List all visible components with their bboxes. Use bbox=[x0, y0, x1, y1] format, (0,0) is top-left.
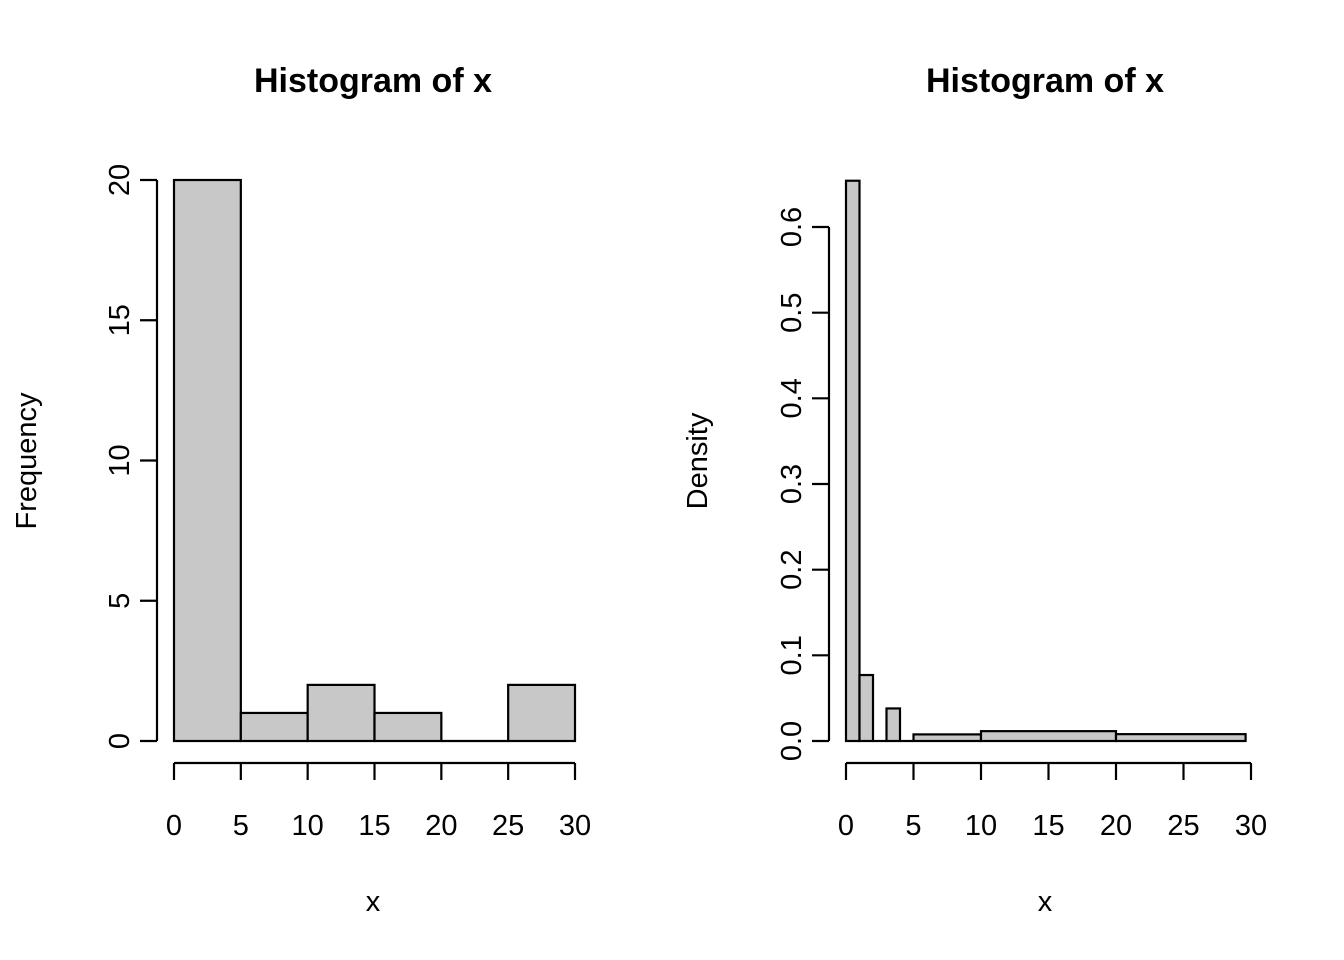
y-tick-label: 20 bbox=[104, 164, 136, 196]
x-axis-label: x bbox=[366, 886, 381, 918]
y-tick-label: 0.1 bbox=[776, 635, 808, 675]
x-tick-label: 25 bbox=[492, 810, 524, 842]
x-tick-label: 0 bbox=[838, 810, 854, 842]
x-tick-label: 20 bbox=[425, 810, 457, 842]
y-tick-label: 5 bbox=[104, 593, 136, 609]
x-tick-label: 20 bbox=[1100, 810, 1132, 842]
histogram-bars bbox=[172, 178, 577, 743]
y-tick-label: 15 bbox=[104, 304, 136, 336]
x-tick-label: 10 bbox=[292, 810, 324, 842]
y-tick-label: 0.5 bbox=[776, 293, 808, 333]
x-tick-label: 15 bbox=[358, 810, 390, 842]
histogram-bar bbox=[373, 711, 443, 743]
density-histogram-panel: Histogram of x 0.0 0.1 0.2 0.3 0.4 0.5 0.6 0 5 1… bbox=[682, 62, 1267, 918]
x-tick-label: 25 bbox=[1167, 810, 1199, 842]
y-axis-label: Density bbox=[682, 412, 714, 509]
x-axis: 0 5 10 15 20 25 30 bbox=[838, 761, 1267, 842]
histogram-bars bbox=[844, 179, 1247, 743]
y-axis: 0.0 0.1 0.2 0.3 0.4 0.5 0.6 bbox=[776, 207, 831, 761]
x-tick-label: 30 bbox=[559, 810, 591, 842]
x-tick-label: 5 bbox=[905, 810, 921, 842]
x-tick-label: 10 bbox=[965, 810, 997, 842]
y-tick-label: 0.3 bbox=[776, 464, 808, 504]
x-tick-label: 0 bbox=[166, 810, 182, 842]
histogram-bar bbox=[507, 683, 577, 743]
histogram-bar bbox=[858, 673, 875, 743]
histogram-bar bbox=[885, 707, 902, 743]
histogram-bar bbox=[306, 683, 376, 743]
chart-title: Histogram of x bbox=[254, 62, 492, 100]
x-tick-label: 15 bbox=[1032, 810, 1064, 842]
y-tick-label: 0.6 bbox=[776, 207, 808, 247]
histogram-bar bbox=[172, 178, 242, 743]
y-tick-label: 0.0 bbox=[776, 721, 808, 761]
y-tick-label: 10 bbox=[104, 444, 136, 476]
histogram-bar bbox=[844, 179, 861, 743]
y-axis: 0 5 10 15 20 bbox=[104, 164, 159, 749]
frequency-histogram-panel: Histogram of x 0 5 10 15 20 0 5 10 15 20 25 30 x F… bbox=[11, 62, 591, 918]
x-tick-label: 5 bbox=[233, 810, 249, 842]
histogram-bar bbox=[1114, 733, 1247, 743]
y-tick-label: 0.2 bbox=[776, 550, 808, 590]
chart-title: Histogram of x bbox=[926, 62, 1164, 100]
histogram-bar bbox=[912, 733, 983, 743]
y-axis-label: Frequency bbox=[11, 392, 43, 530]
x-axis-label: x bbox=[1038, 886, 1053, 918]
histogram-bar bbox=[979, 730, 1118, 743]
y-tick-label: 0.4 bbox=[776, 378, 808, 418]
x-tick-label: 30 bbox=[1235, 810, 1267, 842]
histogram-bar bbox=[239, 711, 309, 743]
y-tick-label: 0 bbox=[104, 733, 136, 749]
x-axis: 0 5 10 15 20 25 30 bbox=[166, 761, 591, 842]
